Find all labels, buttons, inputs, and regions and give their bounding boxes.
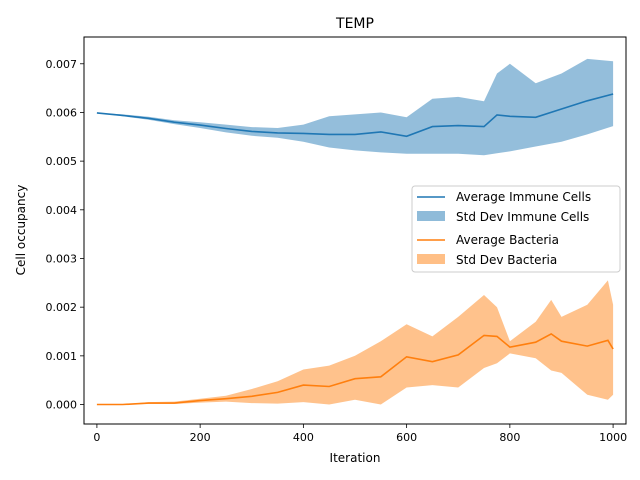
y-tick-label: 0.001 (46, 350, 78, 363)
x-axis-label: Iteration (330, 451, 381, 465)
chart-title: TEMP (335, 16, 374, 32)
legend: Average Immune Cells Std Dev Immune Cell… (411, 185, 621, 273)
x-tick-label: 200 (190, 431, 211, 444)
bacteria-std-band (96, 280, 614, 405)
y-axis-ticks: 0.000 0.001 0.002 0.003 0.004 0.005 0.006 0.007 (46, 58, 84, 412)
legend-box (411, 185, 621, 273)
y-tick-label: 0.003 (46, 252, 78, 265)
legend-swatch-bacteria-std (417, 254, 445, 264)
immune-std-band (96, 58, 614, 156)
x-tick-label: 800 (499, 431, 520, 444)
x-tick-label: 0 (93, 431, 100, 444)
y-axis-label: Cell occupancy (14, 185, 28, 276)
legend-entry-immune-mean: Average Immune Cells (456, 190, 591, 204)
legend-entry-immune-std: Std Dev Immune Cells (456, 210, 589, 224)
std-dev-bands (96, 58, 614, 405)
plot-area-frame (83, 36, 627, 425)
y-tick-label: 0.006 (46, 106, 78, 119)
y-tick-label: 0.002 (46, 301, 78, 314)
y-tick-label: 0.000 (46, 399, 78, 412)
y-tick-label: 0.007 (46, 58, 78, 71)
legend-entry-bacteria-std: Std Dev Bacteria (456, 253, 557, 267)
legend-entry-bacteria-mean: Average Bacteria (456, 233, 559, 247)
legend-swatch-immune-std (417, 211, 445, 221)
bacteria-mean-line (96, 332, 614, 406)
y-tick-label: 0.005 (46, 155, 78, 168)
y-tick-label: 0.004 (46, 204, 78, 217)
x-axis-ticks: 0 200 400 600 800 1000 (93, 424, 627, 444)
x-tick-label: 1000 (599, 431, 627, 444)
x-tick-label: 600 (396, 431, 417, 444)
mean-lines (96, 93, 614, 406)
x-tick-label: 400 (293, 431, 314, 444)
immune-mean-line (96, 93, 614, 138)
